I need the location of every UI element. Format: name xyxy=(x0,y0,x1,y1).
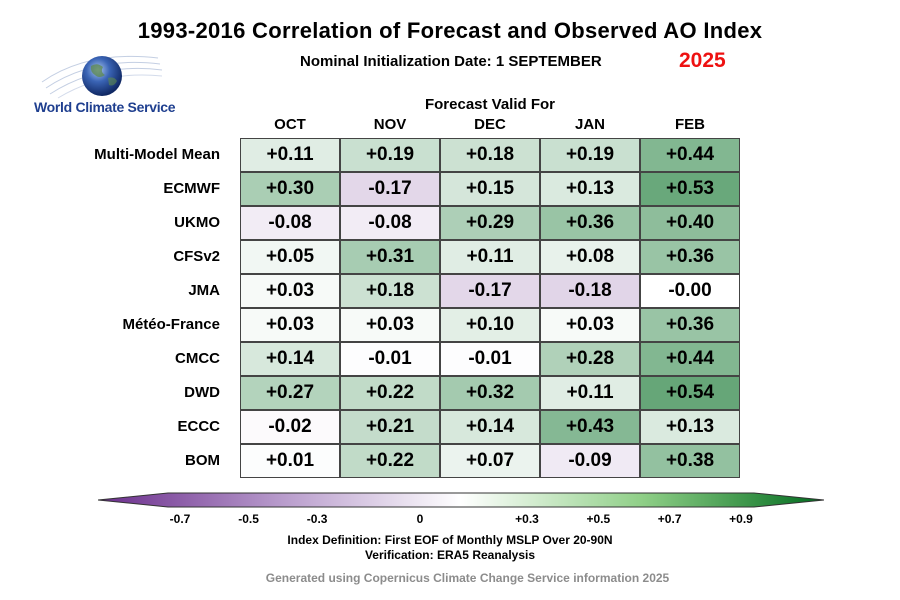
column-header-oct: OCT xyxy=(274,116,306,133)
heatmap-cell: +0.14 xyxy=(240,342,340,376)
row-label: JMA xyxy=(188,282,220,299)
column-header-feb: FEB xyxy=(675,116,705,133)
heatmap-cell: +0.32 xyxy=(440,376,540,410)
heatmap-cell: +0.03 xyxy=(340,308,440,342)
heatmap-cell: +0.11 xyxy=(540,376,640,410)
colorbar-tick-label: 0 xyxy=(416,512,424,526)
heatmap-cell: +0.27 xyxy=(240,376,340,410)
index-definition: Index Definition: First EOF of Monthly M… xyxy=(287,533,613,547)
heatmap-cell: +0.44 xyxy=(640,342,740,376)
heatmap-cell: -0.08 xyxy=(340,206,440,240)
heatmap-cell: -0.00 xyxy=(640,274,740,308)
logo-text: World Climate Service xyxy=(34,99,176,115)
heatmap-cell: -0.17 xyxy=(340,172,440,206)
heatmap-cell: +0.03 xyxy=(240,308,340,342)
heatmap-cell: +0.18 xyxy=(340,274,440,308)
row-label: ECMWF xyxy=(163,180,220,197)
heatmap-cell: +0.11 xyxy=(240,138,340,172)
colorbar-tick-label: -0.7 xyxy=(169,512,191,526)
heatmap-cell: +0.10 xyxy=(440,308,540,342)
row-label: DWD xyxy=(184,384,220,401)
heatmap-cell: +0.30 xyxy=(240,172,340,206)
heatmap-cell: +0.31 xyxy=(340,240,440,274)
verification-note: Verification: ERA5 Reanalysis xyxy=(364,548,536,562)
heatmap-cell: +0.36 xyxy=(640,240,740,274)
colorbar-tick-label: -0.3 xyxy=(306,512,328,526)
copernicus-credit: Generated using Copernicus Climate Chang… xyxy=(265,571,670,585)
heatmap-cell: +0.29 xyxy=(440,206,540,240)
heatmap-cell: -0.01 xyxy=(440,342,540,376)
colorbar-tick-label: +0.3 xyxy=(515,512,539,526)
heatmap-cell: +0.11 xyxy=(440,240,540,274)
globe-icon xyxy=(41,55,163,99)
heatmap-cell: +0.03 xyxy=(540,308,640,342)
heatmap-cell: +0.07 xyxy=(440,444,540,478)
heatmap-cell: +0.08 xyxy=(540,240,640,274)
heatmap-cell: +0.03 xyxy=(240,274,340,308)
world-climate-service-logo: World Climate Service xyxy=(28,52,218,122)
heatmap-cell: -0.18 xyxy=(540,274,640,308)
column-header-nov: NOV xyxy=(373,116,407,133)
heatmap-cell: +0.13 xyxy=(640,410,740,444)
forecast-year: 2025 xyxy=(679,49,726,72)
row-label: CMCC xyxy=(175,350,220,367)
row-label: UKMO xyxy=(174,214,220,231)
heatmap-cell: +0.19 xyxy=(540,138,640,172)
row-label: CFSv2 xyxy=(173,248,220,265)
heatmap-cell: +0.22 xyxy=(340,376,440,410)
heatmap-cell: +0.44 xyxy=(640,138,740,172)
heatmap-cell: -0.02 xyxy=(240,410,340,444)
heatmap-cell: -0.01 xyxy=(340,342,440,376)
colorbar-tick-label: +0.9 xyxy=(729,512,753,526)
heatmap-cell: +0.22 xyxy=(340,444,440,478)
correlation-grid: +0.11 +0.19 +0.18 +0.19 +0.44 +0.30 -0.17 +0.15… xyxy=(240,138,741,479)
heatmap-cell: +0.13 xyxy=(540,172,640,206)
row-label: BOM xyxy=(185,452,220,469)
colorbar-tick-label: +0.5 xyxy=(586,512,611,526)
heatmap-cell: +0.53 xyxy=(640,172,740,206)
chart-title: 1993-2016 Correlation of Forecast and Ob… xyxy=(137,18,763,43)
initialization-date: Nominal Initialization Date: 1 SEPTEMBER xyxy=(300,53,602,70)
row-label: Multi-Model Mean xyxy=(94,146,220,163)
heatmap-cell: -0.17 xyxy=(440,274,540,308)
heatmap-cell: +0.43 xyxy=(540,410,640,444)
heatmap-cell: -0.09 xyxy=(540,444,640,478)
colorbar-tick-label: +0.7 xyxy=(657,512,682,526)
heatmap-cell: +0.19 xyxy=(340,138,440,172)
heatmap-cell: +0.54 xyxy=(640,376,740,410)
forecast-valid-for-label: Forecast Valid For xyxy=(424,96,556,113)
heatmap-cell: +0.28 xyxy=(540,342,640,376)
column-header-jan: JAN xyxy=(574,116,605,133)
heatmap-cell: +0.15 xyxy=(440,172,540,206)
heatmap-cell: +0.01 xyxy=(240,444,340,478)
heatmap-cell: +0.38 xyxy=(640,444,740,478)
heatmap-cell: +0.21 xyxy=(340,410,440,444)
row-label: ECCC xyxy=(177,418,220,435)
heatmap-cell: +0.36 xyxy=(640,308,740,342)
column-header-dec: DEC xyxy=(474,116,506,133)
row-label: Météo-France xyxy=(122,316,220,333)
heatmap-cell: +0.36 xyxy=(540,206,640,240)
colorbar xyxy=(98,492,824,508)
heatmap-cell: +0.18 xyxy=(440,138,540,172)
heatmap-cell: +0.14 xyxy=(440,410,540,444)
heatmap-cell: +0.40 xyxy=(640,206,740,240)
heatmap-cell: -0.08 xyxy=(240,206,340,240)
heatmap-cell: +0.05 xyxy=(240,240,340,274)
colorbar-tick-label: -0.5 xyxy=(238,512,259,526)
